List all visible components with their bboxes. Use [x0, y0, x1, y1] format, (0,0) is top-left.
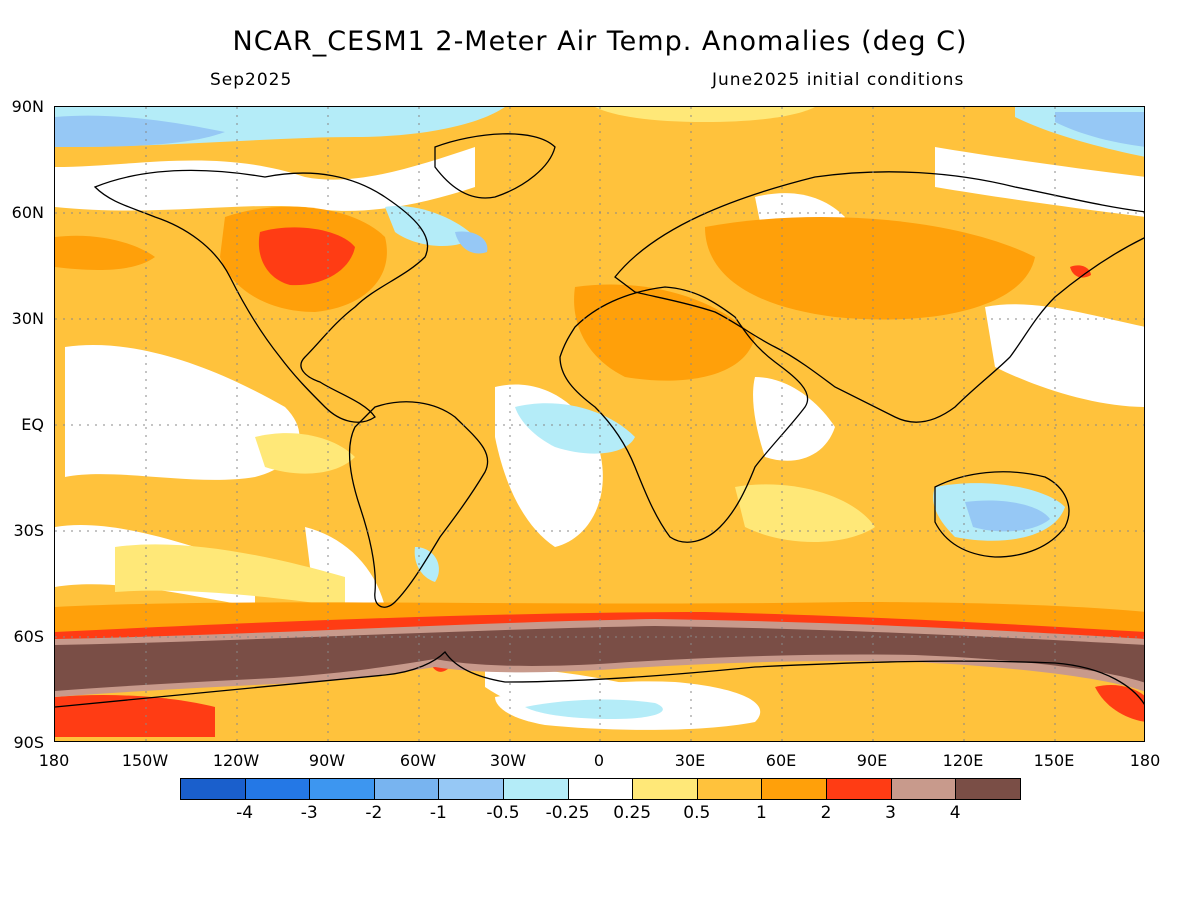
graticule	[55, 107, 1144, 741]
colorbar-box	[890, 778, 957, 800]
lon-label-150w: 150W	[121, 751, 169, 770]
lon-label-120w: 120W	[212, 751, 260, 770]
lat-label-60s: 60S	[13, 627, 44, 646]
chart-title: NCAR_CESM1 2-Meter Air Temp. Anomalies (…	[232, 26, 968, 57]
colorbar-box	[567, 778, 634, 800]
colorbar	[180, 778, 1021, 800]
colorbar-box	[309, 778, 375, 800]
colorbar-tick-label: -3	[300, 803, 318, 823]
lat-label-30s: 30S	[13, 521, 44, 540]
colorbar-box	[180, 778, 246, 800]
colorbar-tick-label: -2	[365, 803, 383, 823]
colorbar-box	[761, 778, 827, 800]
lon-label-120e: 120E	[942, 751, 984, 770]
forecast-month: Sep2025	[210, 70, 293, 90]
colorbar-tick-label: 0.5	[683, 803, 711, 823]
lat-label-30n: 30N	[11, 309, 44, 328]
lon-label-30w: 30W	[489, 751, 527, 770]
light-warm-regions	[115, 107, 875, 607]
lon-label-150e: 150E	[1033, 751, 1075, 770]
moderate-cool-regions	[55, 112, 1144, 532]
colorbar-box	[373, 778, 440, 800]
colorbar-box	[955, 778, 1021, 800]
lat-label-90n: 90N	[11, 97, 44, 116]
lon-label-60e: 60E	[765, 751, 797, 770]
colorbar-box	[696, 778, 763, 800]
lat-label-eq: EQ	[21, 415, 44, 434]
lon-label-90w: 90W	[308, 751, 346, 770]
colorbar-tick-label: -4	[236, 803, 254, 823]
colorbar-tick-label: 0.25	[613, 803, 652, 823]
lat-label-90s: 90S	[13, 733, 44, 752]
colorbar-tick-label: -0.25	[545, 803, 590, 823]
lon-label-180w: 180	[38, 751, 70, 770]
colorbar-tick-label: -0.5	[486, 803, 520, 823]
anomaly-map	[54, 106, 1145, 742]
lon-label-60w: 60W	[399, 751, 437, 770]
colorbar-box	[632, 778, 698, 800]
coastlines	[55, 133, 1144, 708]
colorbar-box	[244, 778, 311, 800]
lon-label-180e: 180	[1129, 751, 1161, 770]
antarctica-region	[495, 681, 761, 730]
lon-label-90e: 90E	[856, 751, 888, 770]
colorbar-box	[503, 778, 569, 800]
colorbar-tick-label: 2	[820, 803, 832, 823]
lon-label-0: 0	[593, 751, 605, 770]
lat-label-60n: 60N	[11, 203, 44, 222]
colorbar-tick-label: 3	[885, 803, 896, 823]
colorbar-tick-label: 1	[755, 803, 767, 823]
lon-label-30e: 30E	[674, 751, 706, 770]
colorbar-box	[438, 778, 504, 800]
colorbar-tick-label: 4	[949, 803, 961, 823]
initial-conditions: June2025 initial conditions	[712, 70, 965, 90]
extreme-anomaly-band	[55, 619, 1144, 697]
colorbar-box	[826, 778, 892, 800]
colorbar-tick-label: -1	[429, 803, 447, 823]
